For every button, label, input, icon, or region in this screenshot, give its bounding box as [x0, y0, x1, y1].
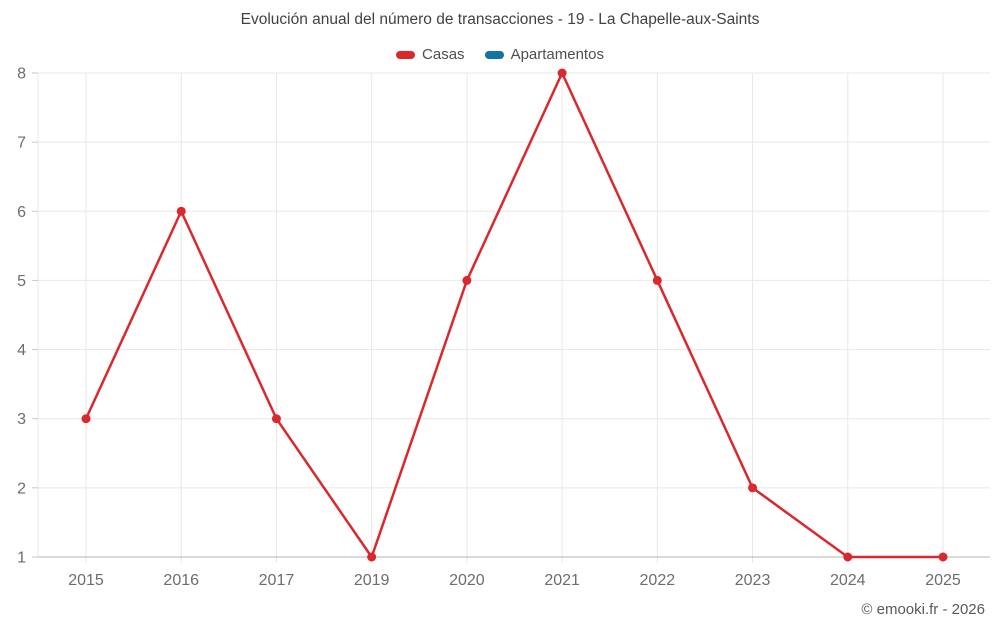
- copyright: © emooki.fr - 2026: [861, 601, 985, 618]
- series-line-casas: [84, 71, 945, 559]
- chart-title: Evolución anual del número de transaccio…: [240, 11, 760, 28]
- y-tick-label: 6: [17, 204, 26, 221]
- data-point-casas-2017[interactable]: [271, 414, 281, 424]
- x-tick-label: 2017: [259, 572, 295, 589]
- legend-item-casas[interactable]: Casas: [396, 46, 465, 63]
- data-point-casas-2015[interactable]: [81, 414, 91, 424]
- legend-label-casas: Casas: [422, 46, 465, 63]
- y-tick-label: 3: [17, 411, 26, 428]
- x-tick-label: 2023: [735, 572, 771, 589]
- data-point-casas-2023[interactable]: [748, 483, 758, 493]
- data-point-casas-2024[interactable]: [843, 552, 853, 562]
- legend: Casas Apartamentos: [0, 46, 1000, 63]
- y-tick-label: 4: [17, 342, 26, 359]
- x-tick-label: 2015: [68, 572, 104, 589]
- x-tick-label: 2016: [163, 572, 199, 589]
- y-tick-label: 7: [17, 135, 26, 152]
- x-tick-label: 2019: [354, 572, 390, 589]
- y-tick-label: 1: [17, 550, 26, 567]
- x-tick-label: 2024: [830, 572, 866, 589]
- y-tick-label: 2: [17, 480, 26, 497]
- x-tick-label: 2022: [640, 572, 676, 589]
- data-point-casas-2016[interactable]: [176, 206, 186, 216]
- data-point-casas-2020[interactable]: [462, 275, 472, 285]
- x-tick-label: 2021: [544, 572, 580, 589]
- x-tick-label: 2020: [449, 572, 485, 589]
- x-tick-label: 2025: [925, 572, 961, 589]
- legend-swatch-apartamentos-icon: [484, 50, 504, 59]
- data-point-casas-2021[interactable]: [557, 68, 567, 78]
- legend-item-apartamentos[interactable]: Apartamentos: [484, 46, 604, 63]
- data-point-casas-2022[interactable]: [652, 275, 662, 285]
- legend-swatch-casas-icon: [396, 50, 416, 59]
- legend-label-apartamentos: Apartamentos: [510, 46, 604, 63]
- data-point-casas-2019[interactable]: [367, 552, 377, 562]
- data-point-casas-2025[interactable]: [938, 552, 948, 562]
- y-tick-label: 5: [17, 273, 26, 290]
- y-tick-label: 8: [17, 66, 26, 83]
